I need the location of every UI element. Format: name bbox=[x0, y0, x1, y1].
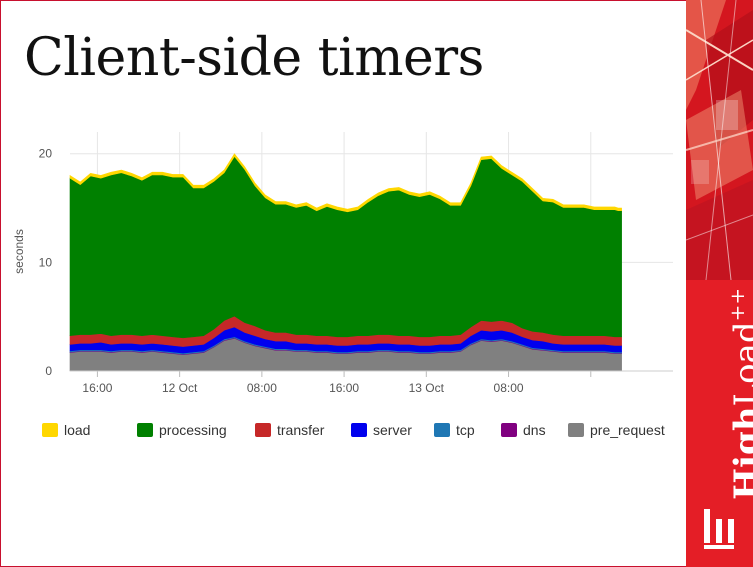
brand-side-band: HighLoad++ bbox=[686, 0, 753, 567]
legend-swatch-transfer bbox=[255, 423, 271, 437]
highload-logo-icon bbox=[704, 509, 734, 549]
legend-swatch-tcp bbox=[434, 423, 450, 437]
legend-label-transfer: transfer bbox=[277, 422, 325, 438]
x-tick-label: 16:00 bbox=[82, 381, 112, 395]
legend-label-processing: processing bbox=[159, 422, 227, 438]
y-axis-label: seconds bbox=[12, 229, 26, 274]
y-tick-label: 20 bbox=[39, 147, 53, 161]
abstract-lines-art bbox=[686, 0, 753, 280]
x-tick-label: 08:00 bbox=[247, 381, 277, 395]
legend-swatch-pre-request bbox=[568, 423, 584, 437]
y-tick-label: 10 bbox=[39, 255, 53, 269]
area-load bbox=[69, 153, 622, 213]
brand-word-regular: Load bbox=[727, 321, 753, 407]
brand-suffix: ++ bbox=[725, 287, 749, 322]
chart-axes: 0 10 20 16:00 12 Oct 08:00 16:00 13 Oct 08:00 sec… bbox=[12, 147, 673, 395]
legend-label-pre-request: pre_request bbox=[590, 422, 665, 438]
area-processing bbox=[69, 155, 622, 339]
x-tick-label: 08:00 bbox=[494, 381, 524, 395]
brand-wordmark: HighLoad++ bbox=[720, 288, 753, 500]
x-tick-label: 16:00 bbox=[329, 381, 359, 395]
legend-swatch-processing bbox=[137, 423, 153, 437]
legend-swatch-dns bbox=[501, 423, 517, 437]
x-tick-label: 13 Oct bbox=[409, 381, 445, 395]
chart-legend: load processing transfer server tcp dns pre_re… bbox=[42, 422, 665, 438]
chart-areas bbox=[69, 153, 622, 372]
legend-label-dns: dns bbox=[523, 422, 546, 438]
slide-title: Client-side timers bbox=[24, 28, 484, 88]
legend-swatch-server bbox=[351, 423, 367, 437]
legend-label-load: load bbox=[64, 422, 90, 438]
brand-word-bold: High bbox=[727, 406, 753, 500]
y-tick-label: 0 bbox=[45, 364, 52, 378]
legend-swatch-load bbox=[42, 423, 58, 437]
stacked-area-chart: 0 10 20 16:00 12 Oct 08:00 16:00 13 Oct 08:00 sec… bbox=[12, 132, 673, 438]
x-tick-label: 12 Oct bbox=[162, 381, 198, 395]
legend-label-server: server bbox=[373, 422, 412, 438]
legend-label-tcp: tcp bbox=[456, 422, 475, 438]
